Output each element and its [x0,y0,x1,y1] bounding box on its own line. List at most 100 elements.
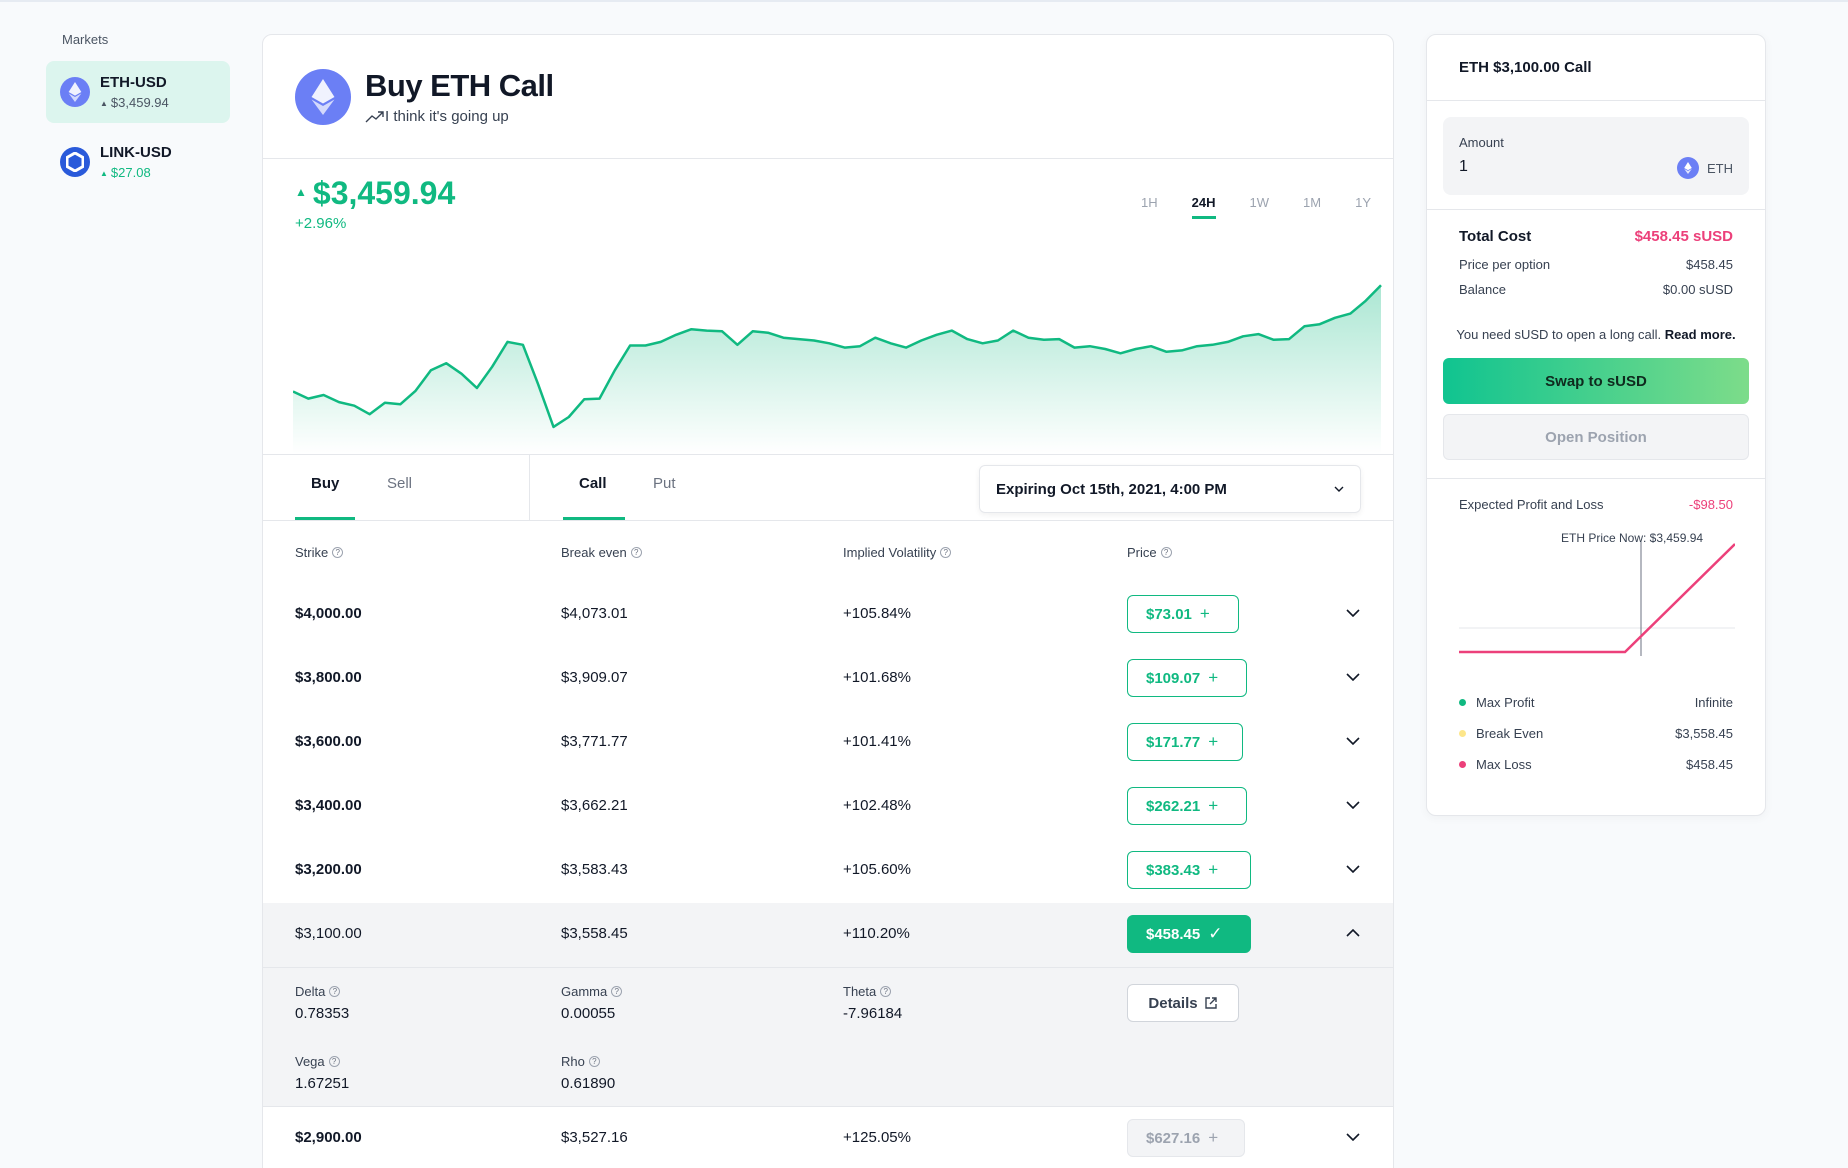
iv-cell: +105.60% [843,861,911,878]
help-icon: ? [940,547,952,558]
price-button[interactable]: $171.77 + [1127,723,1243,761]
table-row[interactable]: $3,400.00 $3,662.21 +102.48% $262.21 + [263,775,1393,839]
table-row[interactable]: $3,800.00 $3,909.07 +101.68% $109.07 + [263,647,1393,711]
price-button[interactable]: $109.07 + [1127,659,1247,697]
plus-icon: + [1208,668,1219,687]
chevron-down-icon[interactable] [1343,859,1363,879]
legend-dot [1459,699,1466,706]
strike-cell: $3,600.00 [295,733,362,750]
chart-area-fill [293,285,1381,454]
price-change: +2.96% [295,215,347,232]
range-24h[interactable]: 24H [1191,195,1216,219]
greek-rho: Rho? 0.61890 [561,1054,616,1092]
chevron-up-icon[interactable] [1343,923,1363,943]
amount-input[interactable] [1459,158,1659,176]
help-icon: ? [630,547,642,558]
break-even-cell: $3,527.16 [561,1129,628,1146]
help-icon: ? [611,986,623,997]
expiry-select[interactable]: Expiring Oct 15th, 2021, 4:00 PM [979,465,1361,513]
plus-icon: + [1208,860,1219,879]
market-price: ▲ $3,459.94 [100,95,169,110]
chevron-down-icon[interactable] [1343,667,1363,687]
price-button[interactable]: $73.01 + [1127,595,1239,633]
amount-unit: ETH [1677,157,1733,179]
strike-cell: $2,900.00 [295,1129,362,1146]
amount-box: Amount ETH [1443,117,1749,195]
up-triangle-icon: ▲ [295,185,307,199]
tab-buy[interactable]: Buy [311,475,340,492]
order-panel: ETH $3,100.00 Call Amount ETH Total Cost… [1426,34,1766,816]
table-row[interactable]: $3,100.00 $3,558.45 +110.20% $458.45 ✓ [263,903,1393,967]
expiry-label: Expiring Oct 15th, 2021, 4:00 PM [996,480,1227,498]
options-table: $4,000.00 $4,073.01 +105.84% $73.01 + $3,800.… [263,583,1393,1168]
market-price: ▲ $27.08 [100,165,151,180]
plus-icon: + [1208,732,1219,751]
header-strike: Strike? [295,545,344,560]
pnl-header: Expected Profit and Loss -$98.50 [1459,497,1733,512]
pnl-chart [1459,542,1736,656]
tab-put[interactable]: Put [653,475,676,492]
iv-cell: +101.41% [843,733,911,750]
plus-icon: + [1208,796,1219,815]
range-1w[interactable]: 1W [1249,195,1270,210]
table-row[interactable]: $4,000.00 $4,073.01 +105.84% $73.01 + [263,583,1393,647]
market-name: ETH-USD [100,74,167,91]
chevron-down-icon[interactable] [1343,603,1363,623]
strike-cell: $3,400.00 [295,797,362,814]
market-item-eth[interactable]: ETH-USD ▲ $3,459.94 [46,61,230,123]
price-button[interactable]: $262.21 + [1127,787,1247,825]
page-header: Buy ETH Call I think it's going up [263,35,1393,159]
legend-item: Break Even $3,558.45 [1459,726,1733,741]
range-selector: 1H 24H 1W 1M 1Y [1107,195,1371,219]
ethereum-icon [295,68,351,125]
price-button[interactable]: $458.45 ✓ [1127,915,1251,953]
top-border [0,0,1848,2]
tab-sell[interactable]: Sell [387,475,413,492]
swap-to-susd-button[interactable]: Swap to sUSD [1443,358,1749,404]
greek-vega: Vega? 1.67251 [295,1054,350,1092]
page-subtitle: I think it's going up [365,108,554,125]
iv-cell: +102.48% [843,797,911,814]
trending-up-icon [365,110,384,122]
break-even-cell: $3,583.43 [561,861,628,878]
cost-summary: Total Cost $458.45 sUSD Price per option $… [1427,209,1765,297]
iv-cell: +110.20% [843,925,910,942]
chevron-down-icon[interactable] [1343,1127,1363,1147]
page-title: Buy ETH Call [365,68,554,103]
break-even-cell: $4,073.01 [561,605,628,622]
main-card: Buy ETH Call I think it's going up ▲ $3,4… [262,34,1394,1168]
help-icon: ? [329,986,341,997]
total-cost-value: $458.45 sUSD [1634,228,1733,245]
table-row[interactable]: $2,900.00 $3,527.16 +125.05% $627.16 + [263,1107,1393,1168]
table-row[interactable]: $3,200.00 $3,583.43 +105.60% $383.43 + [263,839,1393,903]
tab-call[interactable]: Call [579,475,607,492]
range-1h[interactable]: 1H [1141,195,1158,210]
open-position-button[interactable]: Open Position [1443,414,1749,460]
table-row[interactable]: $3,600.00 $3,771.77 +101.41% $171.77 + [263,711,1393,775]
markets-title: Markets [62,32,109,47]
details-button[interactable]: Details [1127,984,1239,1022]
break-even-cell: $3,771.77 [561,733,628,750]
range-1m[interactable]: 1M [1303,195,1322,210]
chevron-down-icon[interactable] [1343,795,1363,815]
susd-notice: You need sUSD to open a long call. Read … [1456,327,1736,342]
chart-series-line [293,284,1382,429]
strike-cell: $3,800.00 [295,669,362,686]
iv-cell: +101.68% [843,669,911,686]
greek-delta: Delta? 0.78353 [295,984,350,1022]
ethereum-icon [60,77,90,107]
strike-cell: $3,100.00 [295,925,362,942]
chevron-down-icon[interactable] [1343,731,1363,751]
markets-sidebar: Markets ETH-USD ▲ $3,459.94 LINK-USD ▲ $27… [46,32,230,201]
plus-icon: + [1208,1128,1219,1147]
legend-item: Max Loss $458.45 [1459,757,1733,772]
header-price: Price? [1127,545,1172,560]
price-button[interactable]: $627.16 + [1127,1119,1245,1157]
price-button[interactable]: $383.43 + [1127,851,1251,889]
read-more-link[interactable]: Read more. [1664,327,1736,342]
current-price: ▲ $3,459.94 [295,175,456,211]
legend-item: Max Profit Infinite [1459,695,1733,710]
profit-loss-section: Expected Profit and Loss -$98.50 ETH Pric… [1427,478,1765,772]
range-1y[interactable]: 1Y [1355,195,1371,210]
market-item-link[interactable]: LINK-USD ▲ $27.08 [46,131,230,193]
